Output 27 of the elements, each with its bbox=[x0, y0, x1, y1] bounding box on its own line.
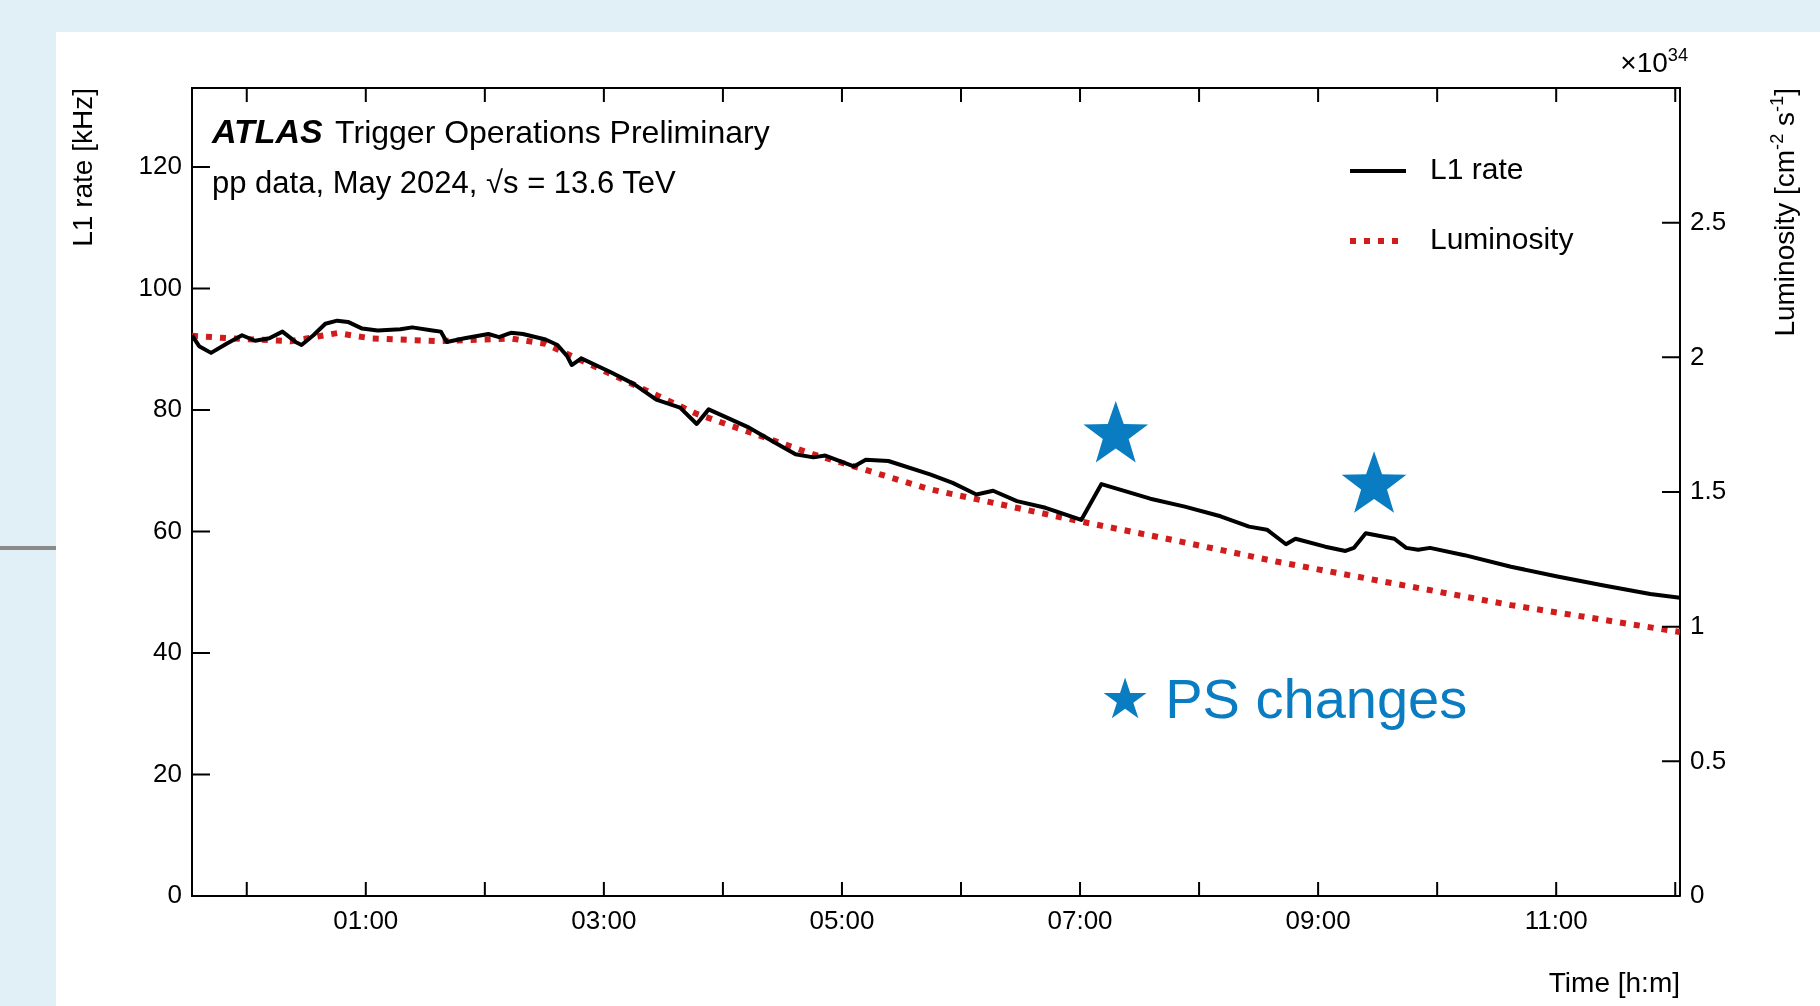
y-tick-label: 80 bbox=[153, 393, 182, 424]
legend-label: L1 rate bbox=[1430, 152, 1524, 186]
y-axis-title: L1 rate [kHz] bbox=[67, 88, 98, 247]
y2-tick-label: 2.5 bbox=[1690, 205, 1727, 236]
y2-tick-label: 0.5 bbox=[1690, 744, 1727, 775]
y-tick-label: 100 bbox=[138, 271, 182, 302]
x-tick-label: 07:00 bbox=[1047, 904, 1113, 935]
x-tick-label: 09:00 bbox=[1285, 904, 1351, 935]
y-tick-label: 0 bbox=[167, 879, 182, 910]
x-tick-label: 01:00 bbox=[333, 904, 399, 935]
legend-label: Luminosity bbox=[1430, 222, 1574, 256]
y2-tick-label: 2 bbox=[1690, 340, 1705, 371]
y-tick-label: 120 bbox=[138, 150, 182, 181]
y2-axis-title: Luminosity [cm-2 s-1] bbox=[1766, 88, 1800, 337]
y2-tick-label: 1.5 bbox=[1690, 475, 1727, 506]
y-tick-label: 20 bbox=[153, 757, 182, 788]
annotation: ★ PS changes bbox=[1099, 667, 1468, 731]
y2-tick-label: 1 bbox=[1690, 609, 1705, 640]
y2-tick-label: 0 bbox=[1690, 879, 1705, 910]
y-tick-label: 40 bbox=[153, 636, 182, 667]
annotation: pp data, May 2024, √s = 13.6 TeV bbox=[212, 165, 676, 200]
x-tick-label: 03:00 bbox=[571, 904, 637, 935]
x-tick-label: 05:00 bbox=[809, 904, 875, 935]
y-tick-label: 60 bbox=[153, 514, 182, 545]
x-tick-label: 11:00 bbox=[1524, 904, 1588, 935]
annotation: ATLAS Trigger Operations Preliminary bbox=[211, 112, 770, 150]
x-axis-title: Time [h:m] bbox=[1548, 967, 1681, 998]
